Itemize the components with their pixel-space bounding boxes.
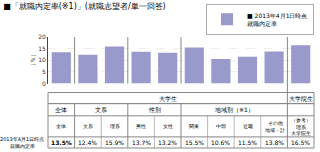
svg-text:20: 20: [38, 33, 46, 40]
svg-text:5: 5: [42, 68, 46, 75]
svg-text:近畿: 近畿: [243, 123, 253, 129]
svg-text:12.4%: 12.4%: [78, 139, 97, 146]
svg-text:11.5%: 11.5%: [238, 139, 257, 146]
svg-text:10: 10: [38, 56, 46, 63]
svg-text:2013年4月1日時点就職内定率: 2013年4月1日時点就職内定率: [0, 136, 44, 149]
svg-text:男性: 男性: [136, 123, 146, 129]
svg-text:■「就職内定率(※1)」(就職志望者/単一回答): ■「就職内定率(※1)」(就職志望者/単一回答): [3, 2, 166, 11]
svg-text:大学院生: 大学院生: [289, 95, 313, 102]
svg-text:性別: 性別: [148, 106, 161, 113]
svg-text:15: 15: [38, 45, 46, 52]
svg-text:地域別（※1）: 地域別（※1）: [214, 106, 254, 114]
svg-text:13.5%: 13.5%: [51, 139, 72, 146]
svg-text:（％）: （％）: [29, 51, 37, 69]
svg-text:文系: 文系: [83, 123, 93, 129]
svg-text:関東: 関東: [189, 123, 199, 129]
svg-text:中部: 中部: [216, 123, 226, 129]
svg-text:全体: 全体: [56, 123, 66, 129]
svg-text:文系: 文系: [95, 106, 107, 113]
svg-text:大学生: 大学生: [159, 95, 177, 102]
svg-text:15.9%: 15.9%: [105, 139, 124, 146]
svg-text:10.6%: 10.6%: [211, 139, 230, 146]
svg-text:（参考）理系大学院生: （参考）理系大学院生: [291, 117, 311, 136]
svg-text:その他地域・計: その他地域・計: [264, 120, 285, 133]
svg-text:16.5%: 16.5%: [291, 139, 310, 146]
svg-text:0: 0: [42, 80, 46, 87]
svg-text:■ 2013年4月1日時点就職内定率: ■ 2013年4月1日時点就職内定率: [247, 12, 307, 27]
svg-text:全体: 全体: [55, 106, 67, 113]
svg-text:13.2%: 13.2%: [158, 139, 177, 146]
svg-text:女性: 女性: [163, 123, 173, 129]
svg-text:15.5%: 15.5%: [185, 139, 204, 146]
svg-text:理系: 理系: [110, 123, 120, 129]
svg-text:13.8%: 13.8%: [265, 139, 284, 146]
svg-text:13.7%: 13.7%: [132, 139, 151, 146]
